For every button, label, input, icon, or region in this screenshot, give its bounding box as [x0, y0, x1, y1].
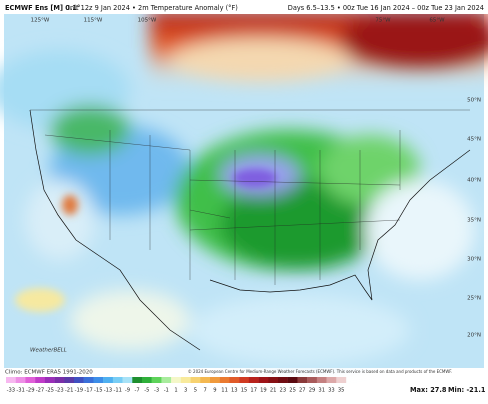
credit-note: © 2024 European Centre for Medium-Range …	[188, 369, 453, 374]
colorbar-swatch	[15, 377, 26, 383]
colorbar-swatch	[326, 377, 337, 383]
colorbar-tick-label: 13	[231, 388, 238, 394]
colorbar-tick-label: -5	[144, 388, 149, 394]
colorbar-tick-label: 33	[328, 388, 335, 394]
colorbar-tick-label: -7	[135, 388, 140, 394]
colorbar-swatch	[132, 377, 143, 383]
climo-note: Climo: ECMWF ERA5 1991-2020	[5, 370, 93, 376]
colorbar-swatch	[44, 377, 55, 383]
colorbar-swatch	[122, 377, 133, 383]
colorbar-tick-label: -3	[154, 388, 159, 394]
colorbar-tick-label: -25	[45, 388, 53, 394]
colorbar-tick-label: 31	[318, 388, 325, 394]
latitude-label: 35°N	[467, 218, 481, 224]
min-value: Min: -21.1	[448, 386, 486, 394]
colorbar-tick-label: 21	[270, 388, 277, 394]
colorbar-tick-label: -31	[16, 388, 24, 394]
colorbar-swatch	[287, 377, 298, 383]
latitude-label: 45°N	[467, 137, 481, 143]
colorbar-swatch	[278, 377, 288, 383]
run-info: Init 12z 9 Jan 2024 • 2m Temperature Ano…	[68, 4, 238, 12]
colorbar-swatch	[64, 377, 75, 383]
colorbar-swatch	[297, 377, 308, 383]
longitude-label: 115°W	[84, 18, 103, 24]
latitude-label: 30°N	[467, 257, 481, 263]
colorbar-tick-label: 29	[309, 388, 316, 394]
colorbar-swatch	[190, 377, 201, 383]
colorbar-tick-label: 3	[184, 388, 187, 394]
colorbar-swatch	[6, 377, 16, 383]
colorbar-tick-label: 25	[289, 388, 296, 394]
colorbar-tick-label: 7	[203, 388, 206, 394]
colorbar-tick-label: -19	[75, 388, 83, 394]
colorbar-tick-label: 35	[338, 388, 345, 394]
colorbar-swatch	[83, 377, 94, 383]
colorbar-swatch	[200, 377, 211, 383]
latitude-label: 25°N	[467, 296, 481, 302]
coastline	[29, 109, 471, 351]
colorbar-tick-label: 9	[213, 388, 216, 394]
colorbar-tick-label: 27	[299, 388, 306, 394]
colorbar-swatch	[93, 377, 104, 383]
colorbar-tick-label: 19	[260, 388, 267, 394]
colorbar-swatch	[336, 377, 347, 383]
longitude-label: 105°W	[138, 18, 157, 24]
colorbar-swatch	[219, 377, 230, 383]
model-name: ECMWF Ens [M] 0.1°	[5, 4, 80, 12]
colorbar-swatch	[307, 377, 318, 383]
colorbar-swatch	[74, 377, 84, 383]
colorbar-swatch	[180, 377, 191, 383]
anomaly-field	[0, 10, 488, 365]
latitude-label: 20°N	[467, 333, 481, 339]
colorbar-swatch	[103, 377, 114, 383]
colorbar-tick-label: -13	[104, 388, 112, 394]
max-value: Max: 27.8	[410, 386, 447, 394]
longitude-label: 75°W	[375, 18, 391, 24]
colorbar-swatch	[54, 377, 65, 383]
colorbar-tick-label: 11	[221, 388, 228, 394]
colorbar-tick-label: -23	[55, 388, 63, 394]
colorbar-tick-label: -9	[125, 388, 130, 394]
colorbar-swatch	[112, 377, 123, 383]
colorbar-tick-label: -11	[113, 388, 121, 394]
colorbar-swatch	[151, 377, 162, 383]
colorbar-swatch	[210, 377, 220, 383]
colorbar-swatch	[142, 377, 152, 383]
colorbar-tick-label: 5	[194, 388, 197, 394]
latitude-label: 50°N	[467, 98, 481, 104]
colorbar-tick-label: -33	[7, 388, 15, 394]
state-lines	[30, 109, 470, 285]
colorbar-tick-label: 23	[280, 388, 287, 394]
colorbar-swatch	[239, 377, 250, 383]
colorbar-tick-label: 17	[250, 388, 257, 394]
map-area: WeatherBELL	[0, 10, 488, 368]
colorbar-swatch	[229, 377, 240, 383]
anomaly-detail	[15, 169, 277, 312]
colorbar-swatch	[268, 377, 279, 383]
colorbar-swatch	[258, 377, 269, 383]
watermark: WeatherBELL	[30, 348, 67, 354]
colorbar-swatch	[35, 377, 46, 383]
colorbar-tick-label: -17	[84, 388, 92, 394]
longitude-label: 65°W	[429, 18, 445, 24]
latitude-label: 40°N	[467, 178, 481, 184]
colorbar-tick-label: -29	[26, 388, 34, 394]
colorbar-swatch	[25, 377, 36, 383]
colorbar-swatch	[316, 377, 327, 383]
colorbar-swatch	[248, 377, 259, 383]
colorbar-swatch	[171, 377, 182, 383]
colorbar-tick-label: 1	[174, 388, 177, 394]
colorbar-tick-label: 15	[241, 388, 248, 394]
colorbar-swatch	[161, 377, 172, 383]
colorbar-tick-label: -21	[65, 388, 73, 394]
colorbar-tick-label: -1	[164, 388, 169, 394]
colorbar-tick-label: -27	[36, 388, 44, 394]
valid-period: Days 6.5–13.5 • 00z Tue 16 Jan 2024 – 00…	[288, 4, 484, 12]
header-bar	[0, 0, 488, 14]
colorbar-tick-label: -15	[94, 388, 102, 394]
longitude-label: 125°W	[31, 18, 50, 24]
